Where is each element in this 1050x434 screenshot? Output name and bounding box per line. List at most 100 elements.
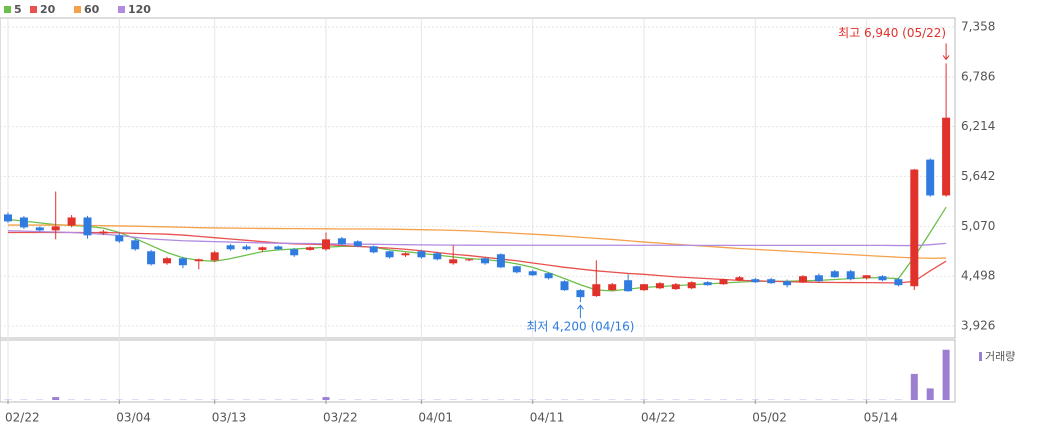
x-tick-label: 05/14 (864, 411, 899, 425)
candle-body (735, 277, 744, 281)
candle-body (878, 276, 887, 281)
candle-body (401, 253, 410, 256)
low-annotation: 최저 4,200 (04/16) (526, 320, 634, 334)
candle-body (290, 249, 299, 256)
candle-body (115, 235, 124, 242)
candle-body (433, 253, 442, 260)
x-tick-label: 04/11 (530, 411, 565, 425)
legend-label: 120 (128, 3, 151, 16)
legend-label: 20 (40, 3, 56, 16)
volume-panel (0, 339, 956, 403)
low-arrow (577, 304, 584, 319)
candle-body (528, 271, 537, 276)
y-tick-label: 6,786 (961, 69, 995, 83)
candle-body (83, 217, 92, 236)
candle-body (624, 280, 633, 292)
candle-body (242, 246, 251, 250)
volume-legend-label: 거래량 (985, 350, 1015, 363)
candle-body (640, 284, 648, 291)
volume-legend-swatch (979, 352, 982, 361)
price-panel (0, 17, 956, 339)
candle-body (385, 251, 394, 258)
candle-body (99, 231, 108, 234)
candle-body (544, 273, 553, 279)
candle-body (910, 169, 919, 287)
y-tick-label: 4,498 (961, 269, 995, 283)
candle-body (258, 247, 267, 250)
candle-body (19, 217, 28, 228)
candle-body (369, 246, 378, 253)
x-tick-label: 03/13 (212, 411, 247, 425)
candle-body (512, 266, 521, 273)
candle-body (703, 282, 712, 286)
candle-body (799, 276, 807, 283)
volume-bar (942, 349, 950, 400)
x-tick-label: 04/22 (641, 411, 676, 425)
candle-body (687, 282, 696, 289)
candle-body (465, 259, 474, 261)
candle-body (322, 239, 330, 250)
candle-body (337, 238, 346, 245)
candle-body (51, 226, 60, 231)
volume-bar (52, 397, 60, 400)
candle-body (417, 251, 426, 258)
high-annotation: 최고 6,940 (05/22) (838, 26, 946, 40)
legend-swatch (118, 6, 125, 13)
grid (0, 18, 955, 400)
candle-body (226, 245, 235, 250)
candle-body (147, 251, 156, 265)
volume-bar (926, 388, 934, 400)
legend-swatch (30, 6, 37, 13)
x-tick-label: 03/04 (116, 411, 151, 425)
x-tick-label: 04/01 (418, 411, 453, 425)
candle-body (353, 241, 362, 247)
candle-body (210, 252, 219, 261)
volume-bar (910, 373, 918, 400)
candle-body (655, 283, 664, 289)
candle-body (194, 259, 203, 262)
candle-body (4, 214, 12, 222)
y-tick-label: 5,070 (961, 219, 995, 233)
candle-body (449, 259, 458, 264)
candle-body (608, 284, 617, 291)
y-tick-label: 5,642 (961, 169, 995, 183)
candle-body (131, 240, 140, 250)
candle-body (783, 281, 792, 286)
candle-body (163, 258, 171, 264)
y-tick-label: 3,926 (961, 319, 995, 333)
candle-body (592, 284, 601, 297)
legend-swatch (4, 6, 11, 13)
high-arrow (942, 43, 950, 61)
candle-body (830, 271, 839, 278)
candle-body (496, 254, 505, 268)
x-tick-label: 02/22 (5, 411, 40, 425)
x-tick-label: 03/22 (323, 411, 358, 425)
y-tick-label: 6,214 (961, 119, 995, 133)
y-tick-label: 7,358 (961, 19, 995, 33)
candle-body (481, 258, 489, 264)
legend-label: 5 (14, 3, 22, 16)
candle-body (35, 227, 44, 231)
candle-body (306, 247, 315, 250)
candle-body (942, 117, 951, 196)
candle-body (814, 275, 823, 282)
candle-body (274, 246, 283, 250)
candle-body (560, 281, 569, 291)
candle-body (846, 271, 855, 280)
candle-body (576, 290, 585, 298)
candle-body (671, 284, 680, 290)
candle-body (67, 217, 76, 226)
x-tick-label: 05/02 (752, 411, 787, 425)
candle-body (751, 279, 760, 283)
candle-body (894, 279, 903, 286)
volume-bar (322, 397, 330, 400)
legend-label: 60 (84, 3, 100, 16)
candle-body (719, 279, 728, 285)
candle-body (926, 159, 935, 196)
candle-body (767, 279, 776, 284)
legend-swatch (74, 6, 81, 13)
candle-body (862, 275, 871, 279)
ma-line (7, 230, 947, 247)
ma-line (8, 224, 947, 259)
